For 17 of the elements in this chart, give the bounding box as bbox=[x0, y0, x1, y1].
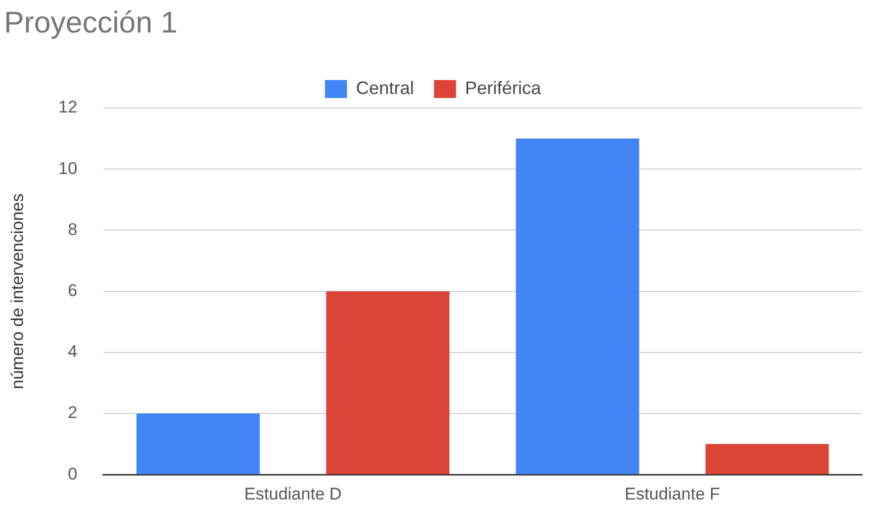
y-tick-label: 12 bbox=[58, 98, 78, 117]
x-tick-label: Estudiante F bbox=[624, 484, 720, 504]
y-tick-label: 10 bbox=[58, 158, 78, 178]
y-tick-label: 2 bbox=[68, 403, 78, 422]
bar bbox=[516, 138, 640, 474]
y-tick-label: 8 bbox=[68, 220, 78, 239]
bar bbox=[706, 444, 829, 474]
bar bbox=[136, 414, 260, 474]
y-axis-title: número de intervenciones bbox=[8, 193, 27, 390]
x-tick-label: Estudiante D bbox=[244, 484, 342, 504]
y-tick-label: 0 bbox=[68, 464, 78, 484]
bar bbox=[326, 291, 450, 474]
y-tick-label: 6 bbox=[68, 280, 78, 300]
y-tick-label: 4 bbox=[68, 342, 78, 362]
chart-title: Proyección 1 bbox=[4, 6, 178, 40]
legend-label: Periférica bbox=[465, 78, 542, 98]
legend-label: Central bbox=[356, 78, 414, 98]
